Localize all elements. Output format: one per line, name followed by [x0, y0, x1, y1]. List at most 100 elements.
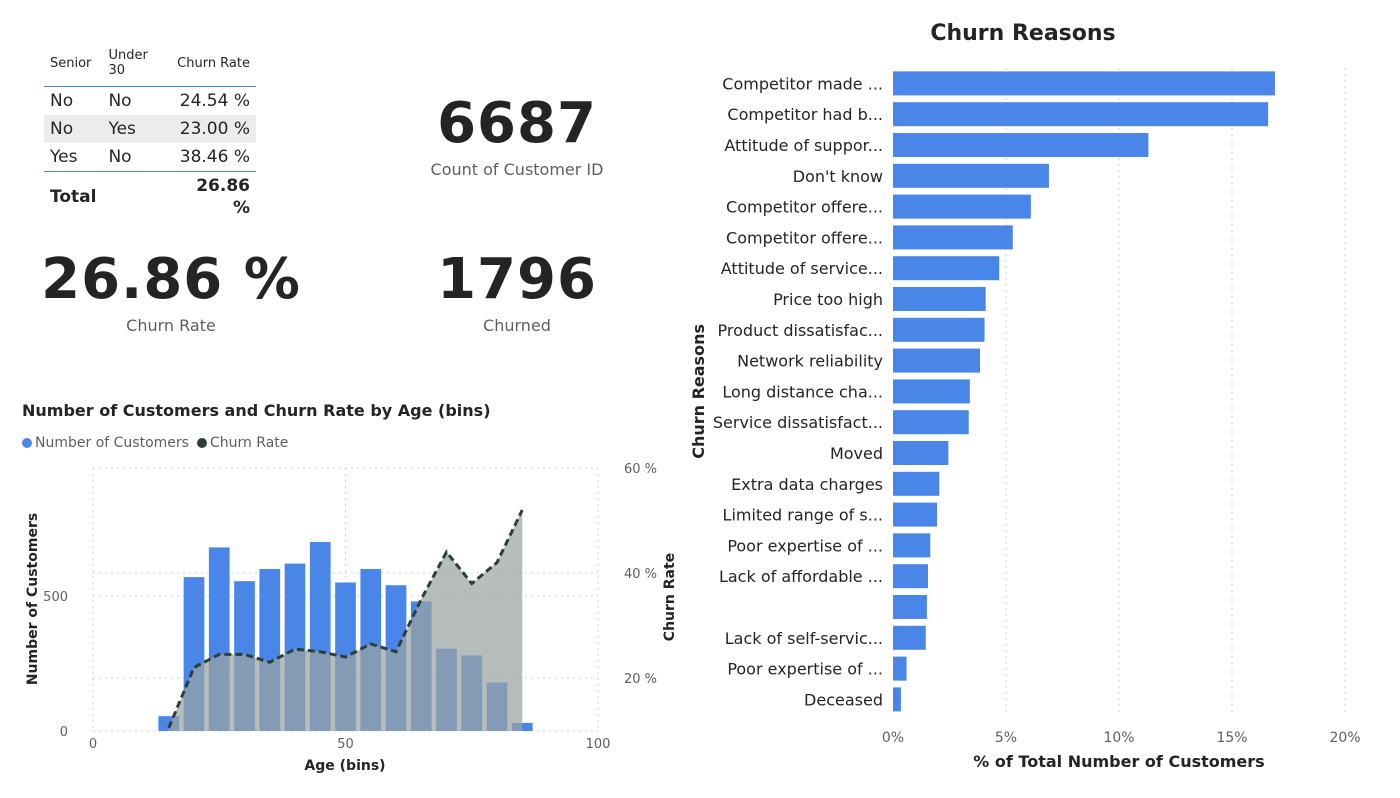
category-label: Deceased — [804, 690, 883, 709]
bar[interactable] — [893, 502, 938, 527]
matrix-total-rate: 26.86 % — [171, 171, 256, 222]
churn-rate-area — [168, 510, 523, 731]
x-tick-label: 50 — [337, 737, 354, 752]
x-tick-label: 0 — [89, 737, 97, 752]
bar[interactable] — [893, 410, 969, 435]
category-label: Poor expertise of ... — [727, 536, 883, 555]
x-tick-label: 15% — [1216, 730, 1247, 746]
churn-matrix-table: Senior Under 30 Churn Rate No No 24.54 %… — [44, 44, 256, 222]
bar[interactable] — [893, 287, 986, 311]
y-axis-title: Churn Reasons — [689, 324, 708, 459]
bar[interactable] — [893, 471, 940, 496]
bar[interactable] — [893, 102, 1269, 127]
x-axis-title: Age (bins) — [304, 758, 385, 774]
bar[interactable] — [893, 348, 981, 373]
legend-item-customers[interactable]: Number of Customers — [22, 435, 189, 451]
matrix-cell-under30: No — [108, 147, 132, 167]
y-tick-label: 500 — [43, 590, 68, 605]
kpi-churn-rate-label: Churn Rate — [126, 316, 216, 335]
bar[interactable] — [893, 194, 1031, 219]
bar[interactable] — [893, 441, 949, 465]
x-tick-label: 20% — [1329, 730, 1360, 746]
category-label: Moved — [830, 444, 883, 463]
category-label: Lack of affordable ... — [719, 567, 883, 586]
category-label: Lack of self-servic... — [725, 629, 883, 648]
matrix-cell-senior: Yes — [50, 147, 78, 167]
bar[interactable] — [893, 317, 985, 342]
bar[interactable] — [893, 133, 1149, 157]
kpi-churned-value: 1796 — [437, 247, 597, 312]
bar[interactable] — [893, 71, 1275, 96]
bar[interactable] — [893, 687, 901, 712]
kpi-card-churned: 1796 Churned — [406, 247, 628, 336]
x-tick-label: 5% — [995, 730, 1017, 746]
category-label: Don't know — [793, 167, 883, 186]
kpi-card-churn-rate: 26.86 % Churn Rate — [40, 247, 302, 336]
bar[interactable] — [893, 225, 1013, 250]
category-label: Attitude of service... — [721, 259, 883, 278]
age-chart-title: Number of Customers and Churn Rate by Ag… — [22, 401, 491, 420]
age-chart-legend: Number of Customers Churn Rate — [22, 435, 294, 451]
y2-tick-label: 20 % — [624, 672, 657, 687]
matrix-total-row: Total 26.86 % — [44, 171, 256, 222]
kpi-churn-rate-value: 26.86 % — [41, 247, 301, 312]
x-tick-label: 0% — [882, 730, 904, 746]
category-label: Service dissatisfact... — [713, 413, 883, 432]
y2-tick-label: 60 % — [624, 462, 657, 477]
bar[interactable] — [893, 533, 931, 558]
bar[interactable] — [893, 564, 929, 589]
kpi-card-customer-count: 6687 Count of Customer ID — [396, 91, 638, 180]
category-label: Competitor offere... — [726, 228, 883, 247]
y2-tick-label: 40 % — [624, 567, 657, 582]
x-tick-label: 100 — [586, 737, 611, 752]
category-label: Competitor offere... — [726, 198, 883, 217]
y2-axis-title: Churn Rate — [662, 553, 678, 641]
category-label: Attitude of suppor... — [724, 136, 883, 155]
chart-title: Churn Reasons — [930, 21, 1115, 46]
table-row: Yes No 38.46 % — [44, 143, 256, 172]
churn-reasons-chart: 0% 5% 10% 15% 20% Churn Reasons Competitor mad… — [689, 21, 1361, 771]
matrix-cell-rate: 38.46 % — [179, 147, 250, 167]
y-tick-label: 0 — [60, 725, 68, 740]
matrix-cell-rate: 24.54 % — [179, 91, 250, 111]
bar[interactable] — [893, 595, 927, 619]
category-label: Product dissatisfac... — [718, 321, 883, 340]
category-label: Price too high — [773, 290, 883, 309]
bar[interactable] — [893, 379, 970, 404]
bar[interactable] — [893, 656, 907, 681]
matrix-header-row: Senior Under 30 Churn Rate — [44, 44, 256, 87]
matrix-total-label: Total — [44, 171, 103, 222]
category-label: Competitor made ... — [722, 74, 883, 93]
category-label: Long distance cha... — [722, 382, 883, 401]
legend-dot-blue-icon — [22, 438, 32, 448]
matrix-cell-under30: No — [108, 91, 132, 111]
matrix-cell-under30: Yes — [102, 115, 172, 143]
y-axis-title: Number of Customers — [25, 513, 41, 685]
category-label: Competitor had b... — [727, 105, 883, 124]
matrix-cell-senior: No — [50, 91, 74, 111]
matrix-cell-senior: No — [44, 115, 103, 143]
table-row: No No 24.54 % — [44, 87, 256, 116]
table-row: No Yes 23.00 % — [44, 115, 256, 143]
bar[interactable] — [893, 625, 926, 650]
matrix-total-empty — [102, 171, 172, 222]
legend-label-customers: Number of Customers — [35, 435, 189, 451]
category-label: Network reliability — [737, 352, 883, 371]
legend-dot-dark-icon — [196, 438, 207, 448]
matrix-cell-rate: 23.00 % — [171, 115, 256, 143]
x-tick-label: 10% — [1103, 730, 1134, 746]
matrix-header-under30[interactable]: Under 30 — [102, 44, 172, 87]
matrix-header-senior[interactable]: Senior — [44, 44, 103, 87]
x-axis-title: % of Total Number of Customers — [973, 752, 1264, 771]
category-label: Extra data charges — [731, 475, 883, 494]
category-label: Poor expertise of ... — [727, 660, 883, 679]
legend-item-churn-rate[interactable]: Churn Rate — [196, 435, 289, 451]
churn-rate-line[interactable] — [167, 509, 524, 729]
kpi-customer-count-value: 6687 — [437, 91, 597, 156]
bar[interactable] — [893, 163, 1049, 188]
kpi-customer-count-label: Count of Customer ID — [430, 160, 604, 179]
matrix-header-churn-rate[interactable]: Churn Rate — [171, 44, 256, 87]
bar[interactable] — [893, 256, 1000, 281]
legend-label-churn-rate: Churn Rate — [209, 435, 289, 451]
category-label: Limited range of s... — [723, 506, 883, 525]
